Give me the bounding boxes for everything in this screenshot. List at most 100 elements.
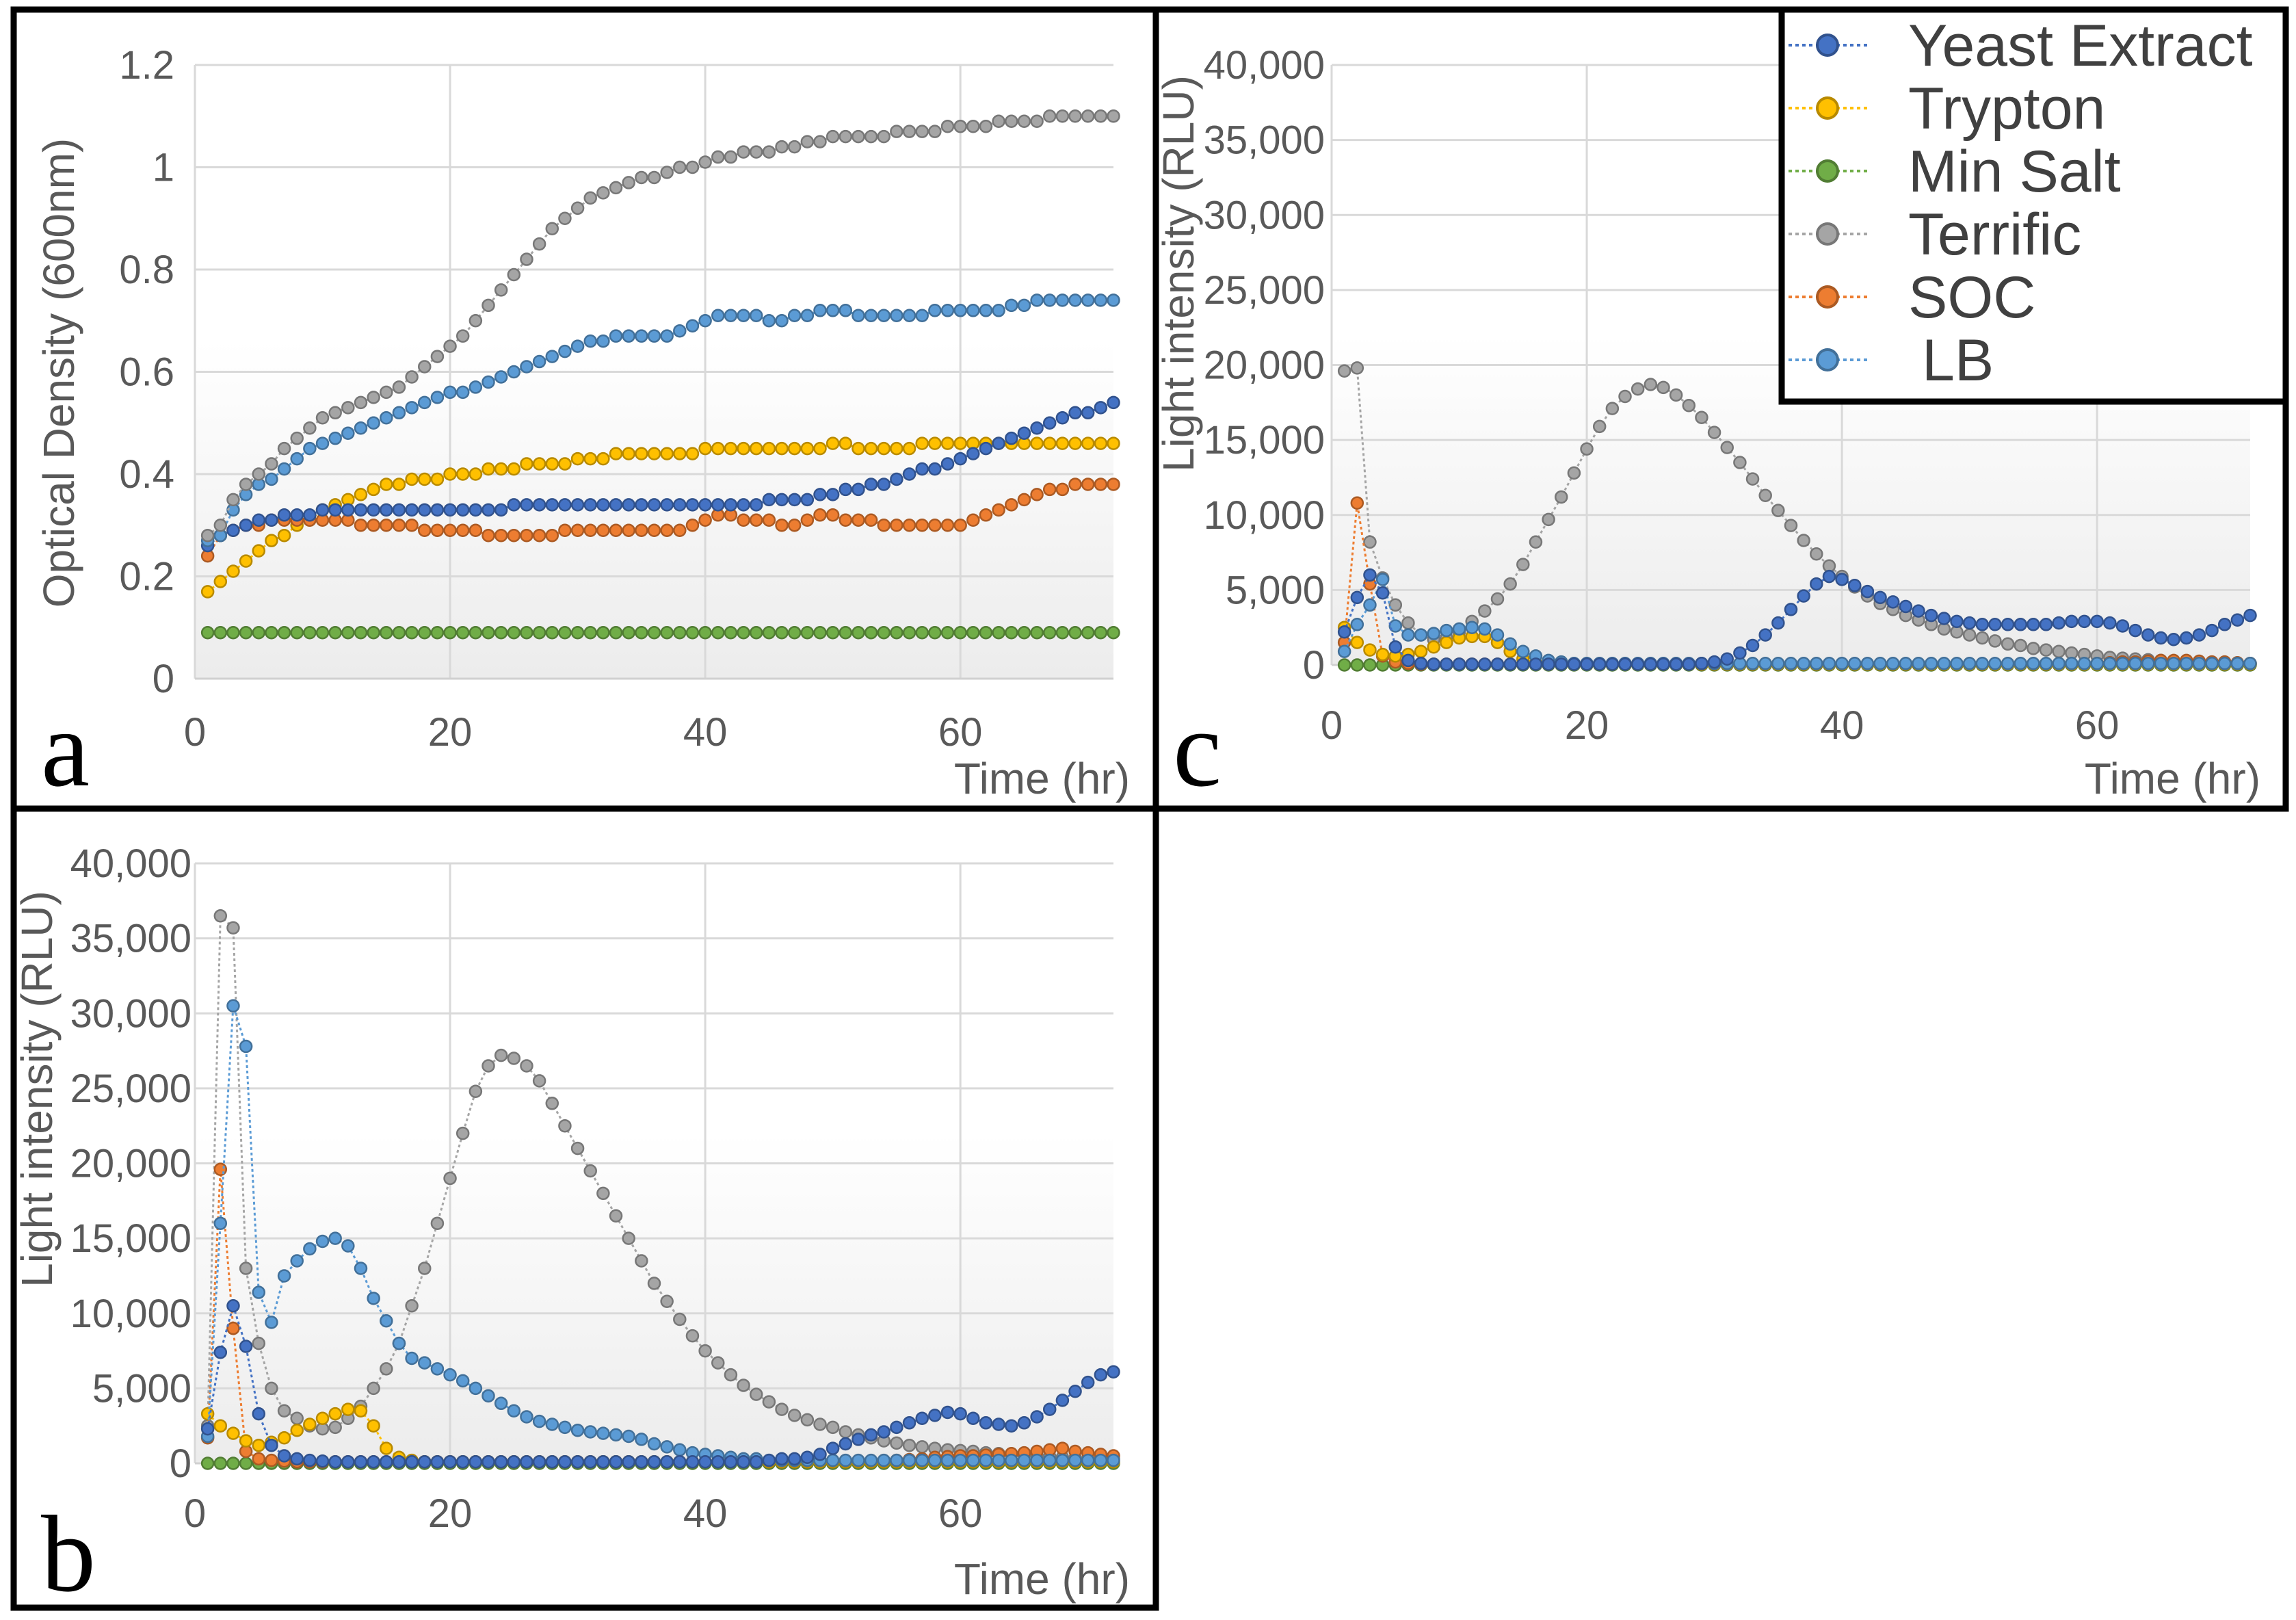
legend-swatch-marker [1816, 222, 1839, 246]
data-point [405, 1299, 419, 1313]
data-point [596, 334, 610, 348]
data-point [864, 1428, 878, 1442]
data-point [328, 431, 342, 445]
data-point [749, 145, 763, 159]
data-point [749, 309, 763, 323]
data-point [1886, 657, 1900, 670]
data-point [609, 523, 623, 537]
data-point [1030, 421, 1044, 435]
data-point [2128, 657, 2142, 670]
data-point [2128, 623, 2142, 638]
data-point [265, 472, 278, 486]
data-point [1758, 628, 1772, 642]
data-point [1784, 519, 1798, 532]
data-point [1644, 657, 1658, 671]
data-point [1030, 114, 1044, 128]
panel-c-frame [1152, 6, 2289, 812]
data-point [1107, 109, 1120, 123]
data-point [213, 1162, 228, 1177]
data-point [418, 1455, 432, 1469]
data-point [213, 519, 228, 532]
data-point [545, 1097, 559, 1110]
data-point [418, 625, 432, 640]
data-point [545, 498, 559, 512]
data-point [673, 160, 687, 174]
data-point [315, 436, 330, 450]
data-point [877, 478, 890, 491]
data-point [1771, 657, 1785, 670]
data-point [1337, 644, 1351, 659]
data-point [456, 503, 470, 517]
data-point [724, 1455, 738, 1469]
data-point [1337, 364, 1351, 378]
data-point [647, 523, 661, 537]
data-point [762, 441, 776, 456]
data-point [1042, 482, 1057, 497]
legend-item-yeast-extract: Yeast Extract [1789, 13, 2253, 79]
data-point [328, 1420, 342, 1435]
data-point [622, 498, 635, 512]
data-point [673, 1443, 687, 1457]
data-point [1017, 625, 1031, 640]
data-point [1030, 293, 1044, 307]
data-point [1580, 657, 1594, 671]
data-point [354, 488, 368, 501]
data-point [685, 319, 700, 332]
data-point [1529, 657, 1543, 671]
data-point [1490, 628, 1505, 642]
data-point [660, 1455, 674, 1469]
data-point [1810, 577, 1823, 591]
data-point [1363, 568, 1377, 582]
data-point [1848, 657, 1862, 670]
data-point [380, 625, 393, 640]
data-point [622, 523, 635, 537]
data-point [2243, 657, 2257, 670]
panel-a-y-tick-label: 0.6 [119, 350, 174, 395]
data-point [303, 508, 317, 522]
data-point [813, 135, 827, 148]
data-point [966, 304, 980, 317]
data-point [1350, 361, 1364, 375]
data-point [290, 1452, 304, 1466]
data-point [622, 447, 635, 460]
data-point [507, 1455, 521, 1469]
data-point [2039, 618, 2053, 631]
data-point [2179, 657, 2193, 670]
legend-swatch-marker [1816, 96, 1839, 120]
data-point [226, 493, 240, 507]
data-point [418, 395, 432, 410]
data-point [1005, 498, 1018, 512]
data-point [456, 1455, 470, 1469]
data-point [303, 1418, 317, 1431]
data-point [520, 498, 533, 512]
data-point [940, 1405, 955, 1420]
data-point [1107, 436, 1120, 450]
data-point [443, 339, 457, 353]
data-point [226, 1456, 240, 1470]
data-point [839, 625, 853, 640]
data-point [392, 478, 406, 491]
data-point [252, 625, 266, 640]
data-point [2065, 657, 2079, 670]
data-point [839, 482, 853, 497]
data-point [1695, 410, 1708, 424]
data-point [265, 625, 278, 640]
data-point [1937, 612, 1951, 625]
data-point [1657, 380, 1670, 395]
data-point [1107, 478, 1120, 491]
data-point [1452, 622, 1466, 636]
data-point [1924, 657, 1938, 670]
data-point [1005, 114, 1018, 128]
data-point [367, 1381, 380, 1396]
data-point [507, 1051, 521, 1065]
data-point [1631, 382, 1645, 396]
data-point [839, 436, 853, 450]
panel-c-x-tick-label: 40 [1820, 703, 1864, 748]
data-point [226, 523, 240, 537]
data-point [200, 1422, 215, 1436]
data-point [532, 528, 546, 543]
data-point [1503, 657, 1517, 671]
data-point [660, 1440, 674, 1454]
data-point [775, 441, 789, 456]
data-point [277, 441, 291, 456]
